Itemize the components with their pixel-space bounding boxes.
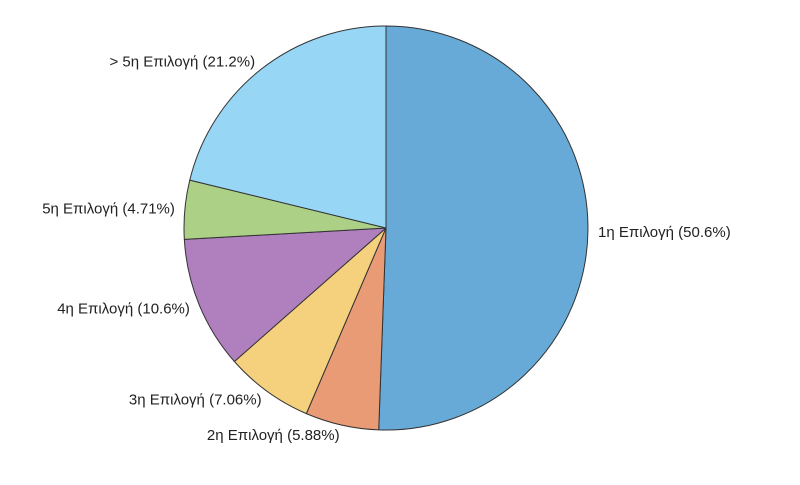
pie-label-4: 4η Επιλογή (10.6%) (57, 300, 190, 317)
pie-label-1: 1η Επιλογή (50.6%) (598, 224, 731, 241)
pie-slices (183, 25, 589, 431)
pie-slice-4 (183, 227, 387, 363)
pie-labels: 1η Επιλογή (50.6%) 2η Επιλογή (5.88%) 3η Ε… (42, 53, 730, 444)
pie-label-6: > 5η Επιλογή (21.2%) (109, 53, 255, 70)
pie-label-5: 5η Επιλογή (4.71%) (42, 201, 175, 218)
pie-label-2: 2η Επιλογή (5.88%) (207, 427, 340, 444)
pie-label-3: 3η Επιλογή (7.06%) (129, 392, 262, 409)
pie-slice-6 (189, 25, 387, 229)
pie-slice-1 (378, 25, 589, 431)
